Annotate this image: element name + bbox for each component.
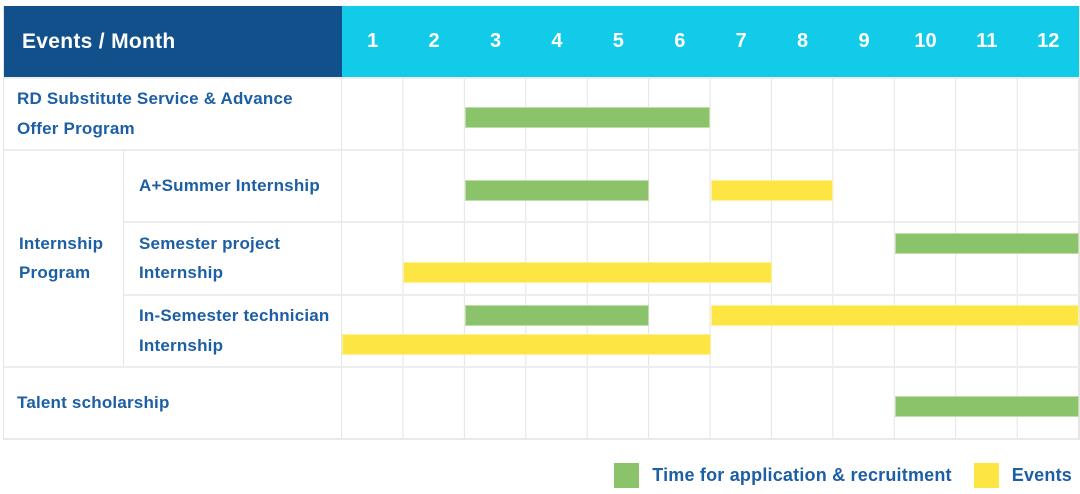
group-label-internship-program: Internship Program [4,149,124,366]
month-header-9: 9 [833,6,895,77]
gantt-row-a-summer [342,149,1079,222]
month-header-12: 12 [1017,6,1079,77]
gantt-row-semester-project [342,221,1079,294]
application-bar [894,396,1079,418]
legend-application-label: Time for application & recruitment [652,464,952,485]
gantt-row-in-semester-technician [342,293,1079,366]
header-events-month: Events / Month [4,6,342,77]
gantt-row-rd-substitute [342,77,1079,150]
event-bar [403,262,772,284]
row-label-semester-project: Semester project Internship [124,221,342,294]
month-header-2: 2 [403,6,465,77]
month-header-10: 10 [894,6,957,77]
events-swatch-icon [973,462,999,488]
gantt-table: Events / Month 1 2 3 4 5 6 7 8 9 10 11 1… [3,6,1080,440]
event-bar [710,304,1079,326]
application-bar [464,304,650,326]
month-header-11: 11 [956,6,1018,77]
row-label-in-semester-technician: In-Semester technician Internship [124,293,342,366]
event-bar [710,179,834,201]
legend-item-events: Events [973,462,1072,488]
month-header-1: 1 [342,6,404,77]
legend-events-label: Events [1011,464,1072,485]
month-header-6: 6 [649,6,711,77]
month-header-5: 5 [587,6,650,77]
row-label-talent-scholarship: Talent scholarship [4,365,342,438]
month-header-3: 3 [464,6,527,77]
row-label-rd-substitute: RD Substitute Service & Advance Offer Pr… [4,77,342,150]
month-header-7: 7 [710,6,772,77]
application-bar [464,179,650,201]
month-header-4: 4 [526,6,588,77]
legend-item-application: Time for application & recruitment [614,462,952,488]
month-header-8: 8 [771,6,834,77]
application-swatch-icon [614,462,640,488]
row-label-a-summer: A+Summer Internship [124,149,342,222]
application-bar [464,107,711,129]
application-bar [894,232,1079,254]
event-bar [342,334,711,356]
legend: Time for application & recruitment Event… [614,461,1072,489]
gantt-row-talent-scholarship [342,365,1079,438]
